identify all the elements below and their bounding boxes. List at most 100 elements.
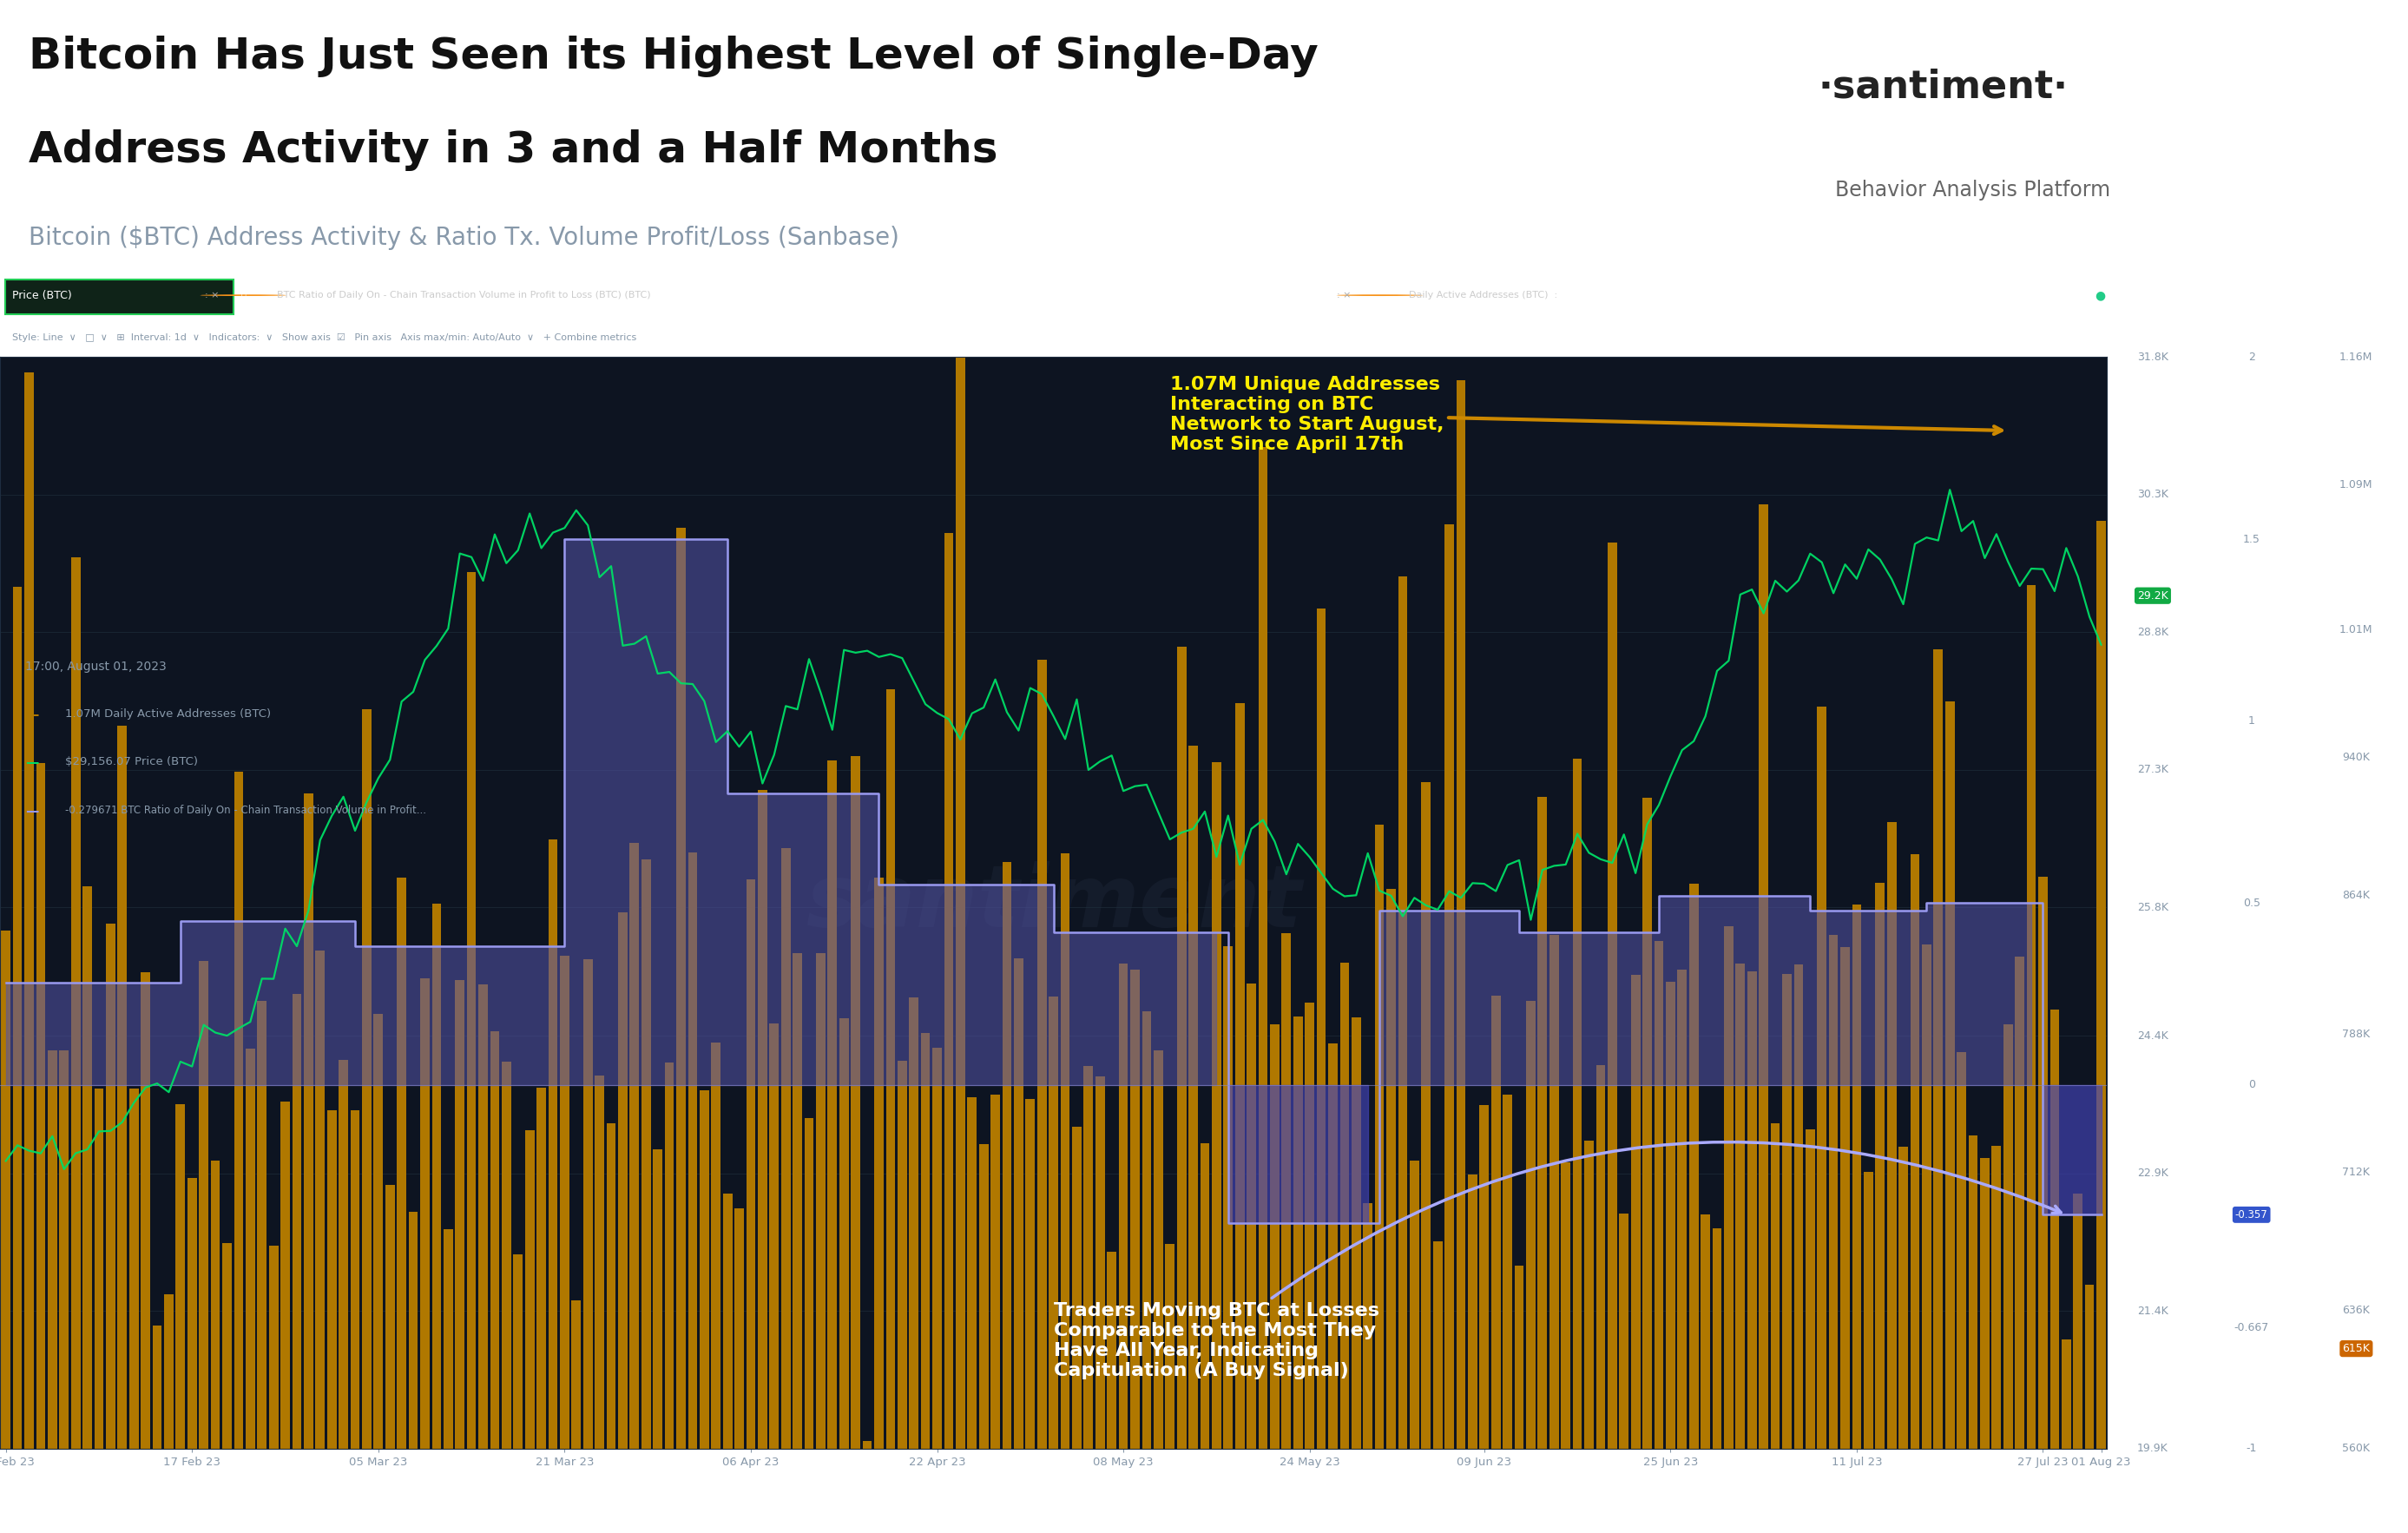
Bar bbox=[641, 860, 650, 1449]
Bar bbox=[1479, 1105, 1488, 1449]
Bar bbox=[1864, 1171, 1873, 1449]
Bar bbox=[455, 980, 465, 1449]
Text: Bitcoin ($BTC) Address Activity & Ratio Tx. Volume Profit/Loss (Sanbase): Bitcoin ($BTC) Address Activity & Ratio … bbox=[29, 225, 901, 250]
Bar bbox=[327, 1110, 337, 1449]
Bar bbox=[1618, 1214, 1628, 1449]
Text: 1.01M: 1.01M bbox=[2341, 624, 2372, 636]
Bar bbox=[1609, 543, 1616, 1449]
Text: 28.8K: 28.8K bbox=[2138, 627, 2167, 638]
Bar bbox=[1096, 1076, 1105, 1449]
Bar bbox=[771, 1024, 778, 1449]
Text: 1.07M Unique Addresses
Interacting on BTC
Network to Start August,
Most Since Ap: 1.07M Unique Addresses Interacting on BT… bbox=[1170, 376, 2001, 454]
Text: 940K: 940K bbox=[2343, 751, 2369, 763]
Bar bbox=[212, 1160, 219, 1449]
Bar bbox=[246, 1049, 255, 1449]
Text: : ×: : × bbox=[205, 291, 219, 299]
Text: 615K: 615K bbox=[2343, 1343, 2369, 1354]
Bar bbox=[0, 931, 10, 1449]
Bar bbox=[561, 957, 568, 1449]
Bar bbox=[200, 961, 209, 1449]
Bar bbox=[82, 886, 92, 1449]
Text: Price (BTC): Price (BTC) bbox=[12, 290, 72, 300]
Bar bbox=[956, 357, 966, 1449]
Bar bbox=[1050, 996, 1057, 1449]
Bar bbox=[1770, 1124, 1780, 1449]
Bar bbox=[1199, 1144, 1209, 1449]
Bar bbox=[1748, 970, 1755, 1449]
Bar bbox=[944, 533, 954, 1449]
Bar bbox=[1934, 648, 1943, 1449]
Bar bbox=[1560, 1162, 1570, 1449]
Bar bbox=[1351, 1018, 1361, 1449]
Bar bbox=[583, 960, 592, 1449]
Text: —: — bbox=[24, 756, 39, 770]
Text: 0: 0 bbox=[2249, 1079, 2254, 1090]
Bar bbox=[94, 1088, 104, 1449]
Text: 31.8K: 31.8K bbox=[2138, 351, 2167, 363]
Bar bbox=[1259, 448, 1267, 1449]
Bar bbox=[1421, 782, 1430, 1449]
Bar bbox=[2003, 1024, 2013, 1449]
Bar bbox=[2028, 586, 2037, 1449]
Text: BTC Ratio of Daily On - Chain Transaction Volume in Profit to Loss (BTC) (BTC): BTC Ratio of Daily On - Chain Transactio… bbox=[277, 291, 650, 299]
Text: Traders Moving BTC at Losses
Comparable to the Most They
Have All Year, Indicati: Traders Moving BTC at Losses Comparable … bbox=[1052, 1142, 2061, 1380]
Bar bbox=[385, 1185, 395, 1449]
Text: —: — bbox=[24, 708, 39, 721]
Circle shape bbox=[1336, 294, 1423, 296]
Bar bbox=[1165, 1243, 1175, 1449]
Bar bbox=[619, 912, 628, 1449]
Text: ₿: ₿ bbox=[241, 291, 246, 299]
Bar bbox=[1898, 1147, 1907, 1449]
Bar bbox=[1387, 889, 1397, 1449]
Bar bbox=[746, 878, 756, 1449]
Bar bbox=[513, 1254, 523, 1449]
Text: 21.4K: 21.4K bbox=[2138, 1306, 2167, 1317]
Bar bbox=[1375, 825, 1385, 1449]
Text: 22.9K: 22.9K bbox=[2138, 1168, 2167, 1179]
Bar bbox=[118, 725, 128, 1449]
Bar bbox=[1910, 854, 1919, 1449]
Bar bbox=[291, 993, 301, 1449]
Bar bbox=[653, 1150, 662, 1449]
Text: $29,156.07 Price (BTC): $29,156.07 Price (BTC) bbox=[65, 756, 197, 768]
Text: 27.3K: 27.3K bbox=[2138, 765, 2167, 776]
Bar bbox=[234, 773, 243, 1449]
Text: 636K: 636K bbox=[2343, 1305, 2369, 1315]
Bar bbox=[2037, 877, 2047, 1449]
Text: 0.5: 0.5 bbox=[2242, 897, 2261, 909]
Bar bbox=[152, 1326, 161, 1449]
Bar bbox=[409, 1213, 419, 1449]
Bar bbox=[1991, 1145, 2001, 1449]
Bar bbox=[1235, 704, 1245, 1449]
Bar bbox=[1211, 762, 1221, 1449]
Text: 17:00, August 01, 2023: 17:00, August 01, 2023 bbox=[24, 661, 166, 673]
Bar bbox=[1584, 1141, 1594, 1449]
Text: 1.16M: 1.16M bbox=[2341, 351, 2372, 363]
Bar bbox=[1503, 1095, 1512, 1449]
Bar bbox=[1153, 1050, 1163, 1449]
Bar bbox=[1072, 1127, 1081, 1449]
Bar bbox=[886, 690, 896, 1449]
Bar bbox=[1724, 926, 1734, 1449]
Bar bbox=[1688, 885, 1698, 1449]
Bar bbox=[1445, 524, 1454, 1449]
Bar bbox=[607, 1122, 616, 1449]
Bar bbox=[1548, 935, 1558, 1449]
Bar bbox=[1305, 1003, 1315, 1449]
Text: Style: Line  ∨   □  ∨   ⊞  Interval: 1d  ∨   Indicators:  ∨   Show axis  ☑   Pin: Style: Line ∨ □ ∨ ⊞ Interval: 1d ∨ Indic… bbox=[12, 334, 636, 342]
Bar bbox=[340, 1059, 349, 1449]
Bar bbox=[734, 1208, 744, 1449]
Bar bbox=[176, 1104, 185, 1449]
Circle shape bbox=[200, 294, 287, 296]
Bar bbox=[968, 1098, 978, 1449]
Bar bbox=[1190, 747, 1197, 1449]
Text: Daily Active Addresses (BTC)  :: Daily Active Addresses (BTC) : bbox=[1409, 291, 1558, 299]
Bar bbox=[677, 527, 686, 1449]
Bar bbox=[1840, 947, 1849, 1449]
Bar bbox=[106, 923, 116, 1449]
Text: 560K: 560K bbox=[2343, 1443, 2369, 1455]
Bar bbox=[1060, 854, 1069, 1449]
Bar bbox=[1433, 1242, 1442, 1449]
Bar bbox=[1712, 1228, 1722, 1449]
Bar bbox=[12, 587, 22, 1449]
